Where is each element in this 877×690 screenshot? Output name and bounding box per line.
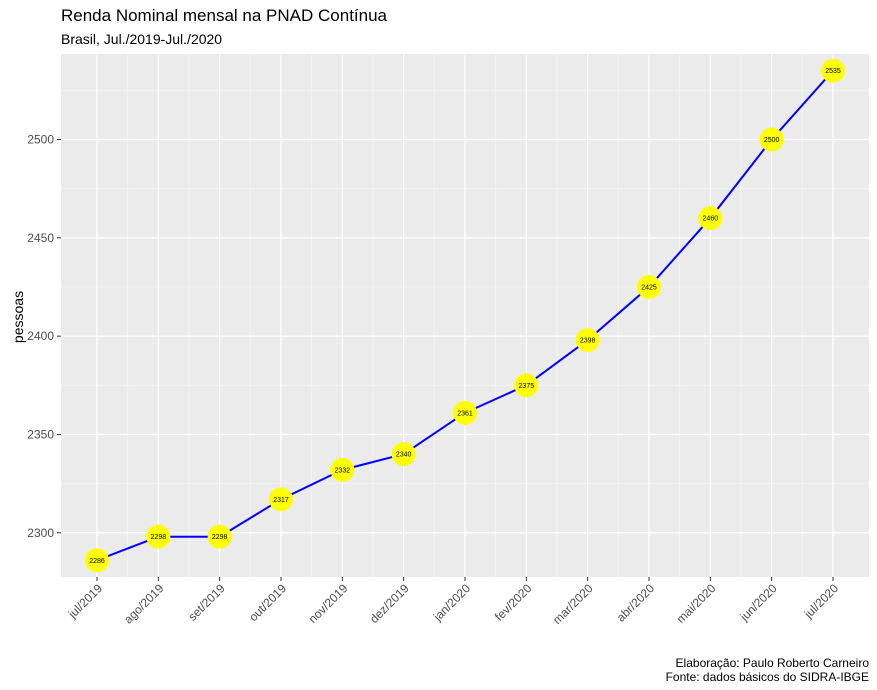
x-tick-label: jul/2020 [801, 581, 842, 622]
x-tick-label: set/2019 [185, 581, 228, 624]
y-tick-label: 2350 [27, 427, 54, 441]
data-label: 2375 [519, 383, 535, 390]
x-tick-label: nov/2019 [306, 581, 351, 626]
x-tick-label: out/2019 [246, 581, 289, 624]
data-point [330, 457, 355, 482]
y-tick-label: 2500 [27, 133, 54, 147]
data-point [759, 127, 784, 152]
y-axis: 2300 2350 2400 2450 2500 [27, 133, 61, 540]
x-tick-label: fev/2020 [492, 581, 535, 624]
data-label: 2425 [641, 284, 657, 291]
data-label: 2340 [396, 452, 412, 459]
chart-title: Renda Nominal mensal na PNAD Contínua [61, 6, 388, 25]
data-point [453, 400, 477, 425]
chart-caption: Elaboração: Paulo Roberto Carneiro Fonte… [666, 656, 869, 684]
data-label: 2286 [89, 558, 105, 565]
data-point [207, 524, 232, 549]
x-tick-label: mar/2020 [550, 581, 596, 627]
data-label: 2535 [825, 68, 841, 75]
data-point [85, 548, 109, 573]
data-label: 2298 [212, 534, 228, 541]
x-tick-label: ago/2019 [121, 581, 167, 627]
chart-subtitle: Brasil, Jul./2019-Jul./2020 [61, 31, 223, 47]
data-label: 2398 [580, 338, 596, 345]
data-label: 2332 [335, 467, 351, 474]
y-tick-label: 2450 [27, 231, 54, 245]
data-label: 2361 [457, 410, 473, 417]
data-label: 2500 [764, 137, 780, 144]
x-tick-label: jun/2020 [737, 581, 780, 624]
data-point [637, 274, 661, 299]
data-point [821, 58, 845, 83]
y-tick-label: 2300 [27, 526, 54, 540]
data-label: 2460 [703, 216, 719, 223]
data-label: 2298 [151, 534, 167, 541]
x-tick-label: jan/2020 [430, 581, 473, 624]
caption-author: Elaboração: Paulo Roberto Carneiro [675, 656, 869, 670]
grid-major [61, 54, 869, 577]
x-tick-label: dez/2019 [367, 581, 412, 626]
x-tick-label: jul/2019 [65, 581, 106, 622]
x-tick-label: mai/2020 [674, 581, 719, 626]
series-points: 2286 2298 2298 2317 2332 2340 2361 2375 2398 2425… [85, 58, 845, 573]
data-point [575, 328, 600, 353]
data-point [698, 206, 723, 231]
data-point [146, 524, 171, 549]
data-point [514, 373, 539, 398]
data-point [391, 442, 416, 467]
caption-source: Fonte: dados básicos do SIDRA-IBGE [665, 670, 869, 684]
x-tick-label: abr/2020 [614, 581, 658, 625]
data-point [269, 487, 293, 512]
data-label: 2317 [273, 497, 289, 504]
y-tick-label: 2400 [27, 329, 54, 343]
x-axis: jul/2019 ago/2019 set/2019 out/2019 nov/2019… [65, 577, 842, 627]
